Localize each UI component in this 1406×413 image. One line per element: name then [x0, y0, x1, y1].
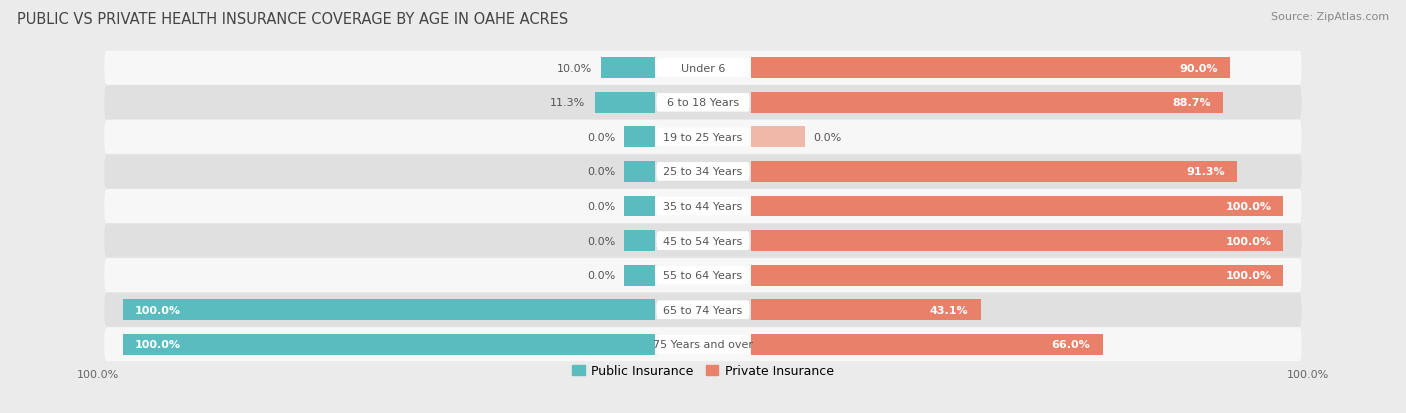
Text: 25 to 34 Years: 25 to 34 Years — [664, 167, 742, 177]
FancyBboxPatch shape — [104, 52, 1302, 85]
Text: 19 to 25 Years: 19 to 25 Years — [664, 133, 742, 142]
Text: Source: ZipAtlas.com: Source: ZipAtlas.com — [1271, 12, 1389, 22]
FancyBboxPatch shape — [657, 266, 749, 285]
Bar — [751, 265, 1284, 286]
Text: 0.0%: 0.0% — [814, 133, 842, 142]
Bar — [602, 58, 655, 79]
Text: 35 to 44 Years: 35 to 44 Years — [664, 202, 742, 211]
FancyBboxPatch shape — [657, 197, 749, 216]
Bar — [624, 196, 655, 217]
FancyBboxPatch shape — [657, 163, 749, 181]
Text: 55 to 64 Years: 55 to 64 Years — [664, 271, 742, 280]
FancyBboxPatch shape — [657, 232, 749, 250]
FancyBboxPatch shape — [104, 190, 1302, 223]
Text: 100.0%: 100.0% — [1225, 236, 1271, 246]
FancyBboxPatch shape — [104, 293, 1302, 327]
Bar — [624, 265, 655, 286]
Text: 6 to 18 Years: 6 to 18 Years — [666, 98, 740, 108]
FancyBboxPatch shape — [104, 328, 1302, 361]
Text: PUBLIC VS PRIVATE HEALTH INSURANCE COVERAGE BY AGE IN OAHE ACRES: PUBLIC VS PRIVATE HEALTH INSURANCE COVER… — [17, 12, 568, 27]
Bar — [624, 161, 655, 183]
Text: 100.0%: 100.0% — [135, 305, 181, 315]
Text: 43.1%: 43.1% — [929, 305, 969, 315]
Text: 0.0%: 0.0% — [588, 167, 616, 177]
Bar — [751, 93, 1223, 114]
Text: 11.3%: 11.3% — [550, 98, 585, 108]
Bar — [751, 58, 1230, 79]
Text: 10.0%: 10.0% — [557, 64, 592, 74]
Text: Under 6: Under 6 — [681, 64, 725, 74]
Bar — [751, 161, 1237, 183]
Text: 100.0%: 100.0% — [1225, 271, 1271, 280]
FancyBboxPatch shape — [104, 121, 1302, 154]
FancyBboxPatch shape — [657, 94, 749, 112]
Bar — [595, 93, 655, 114]
FancyBboxPatch shape — [104, 259, 1302, 292]
FancyBboxPatch shape — [657, 59, 749, 78]
Text: 0.0%: 0.0% — [588, 271, 616, 280]
Text: 100.0%: 100.0% — [1225, 202, 1271, 211]
Text: 75 Years and over: 75 Years and over — [652, 339, 754, 349]
FancyBboxPatch shape — [104, 86, 1302, 120]
Text: 65 to 74 Years: 65 to 74 Years — [664, 305, 742, 315]
Text: 100.0%: 100.0% — [135, 339, 181, 349]
Bar — [624, 127, 655, 148]
Text: 45 to 54 Years: 45 to 54 Years — [664, 236, 742, 246]
FancyBboxPatch shape — [657, 301, 749, 319]
Bar — [751, 230, 1284, 252]
Text: 90.0%: 90.0% — [1180, 64, 1218, 74]
Bar — [751, 299, 980, 320]
FancyBboxPatch shape — [104, 224, 1302, 258]
Bar — [751, 334, 1102, 355]
FancyBboxPatch shape — [104, 155, 1302, 189]
Text: 91.3%: 91.3% — [1187, 167, 1225, 177]
Text: 0.0%: 0.0% — [588, 133, 616, 142]
Text: 0.0%: 0.0% — [588, 202, 616, 211]
FancyBboxPatch shape — [657, 128, 749, 147]
Bar — [751, 127, 804, 148]
Bar — [122, 334, 655, 355]
Bar — [624, 230, 655, 252]
Text: 0.0%: 0.0% — [588, 236, 616, 246]
Text: 88.7%: 88.7% — [1173, 98, 1211, 108]
Bar — [751, 196, 1284, 217]
FancyBboxPatch shape — [657, 335, 749, 354]
Text: 66.0%: 66.0% — [1052, 339, 1091, 349]
Legend: Public Insurance, Private Insurance: Public Insurance, Private Insurance — [567, 359, 839, 382]
Bar — [122, 299, 655, 320]
